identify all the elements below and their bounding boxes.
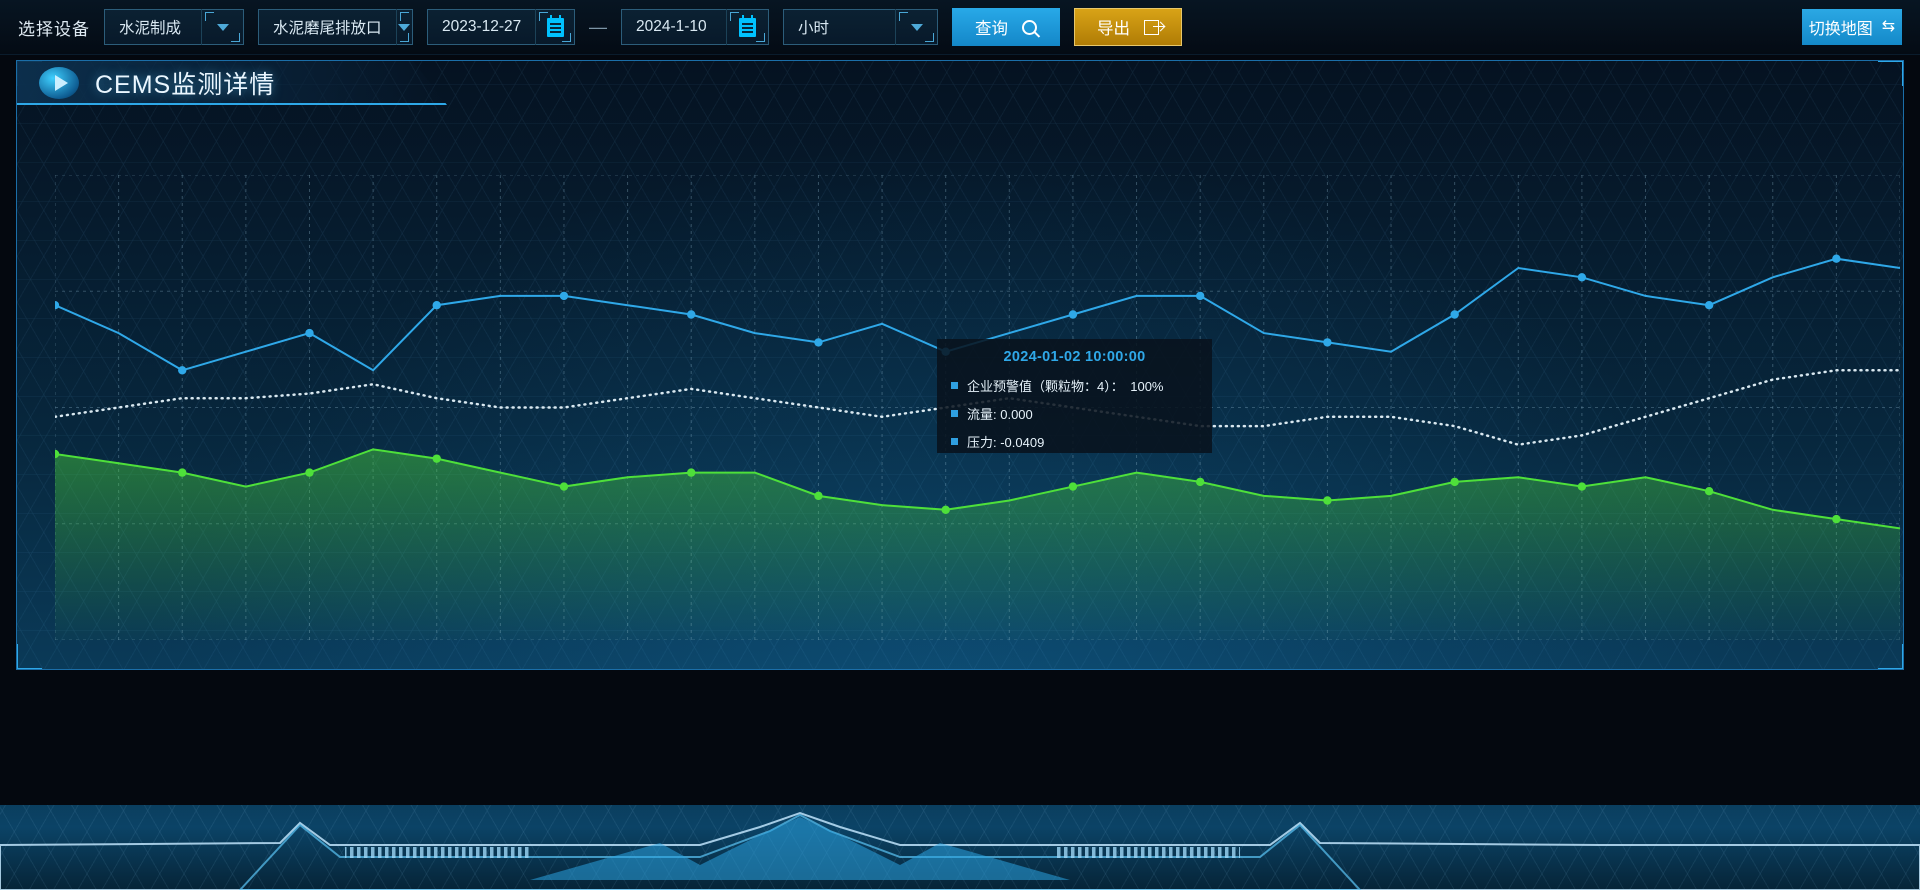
tooltip-row-text: 压力: -0.0409 — [967, 435, 1045, 450]
tooltip-marker-icon — [951, 410, 958, 417]
export-button[interactable]: 导出 — [1074, 8, 1182, 46]
play-icon — [39, 67, 79, 99]
query-button[interactable]: 查询 — [952, 8, 1060, 46]
chevron-down-icon[interactable] — [395, 9, 412, 45]
cems-detail-panel: CEMS监测详情 12-27 1712-28 0312-28 1312-28 2… — [16, 60, 1904, 670]
tooltip-marker-icon — [951, 382, 958, 389]
outlet-select[interactable]: 水泥磨尾排放口 — [258, 9, 413, 45]
device-select[interactable]: 水泥制成 — [104, 9, 244, 45]
bottom-hud-decoration — [0, 785, 1920, 890]
tooltip-row: 流量: 0.000 — [951, 404, 1198, 423]
panel-corner-decoration — [1878, 61, 1903, 86]
switch-map-label: 切换地图 — [1808, 21, 1873, 38]
panel-header: CEMS监测详情 — [17, 61, 477, 105]
export-icon — [1144, 19, 1164, 35]
tooltip-row-text: 企业预警值（颗粒物：4）： 100% — [967, 379, 1164, 394]
end-date-value: 2024-1-10 — [636, 18, 707, 35]
device-select-value: 水泥制成 — [119, 20, 182, 37]
tooltip-row: 压力: -0.0409 — [951, 432, 1198, 451]
chevron-down-icon[interactable] — [895, 9, 937, 45]
search-icon — [1022, 19, 1037, 35]
switch-map-button[interactable]: 切换地图 ⇆ — [1802, 9, 1902, 45]
tooltip-marker-icon — [951, 438, 958, 445]
start-date-input[interactable]: 2023-12-27 — [427, 9, 575, 45]
end-date-input[interactable]: 2024-1-10 — [621, 9, 769, 45]
tooltip-row-text: 流量: 0.000 — [967, 407, 1033, 422]
granularity-select[interactable]: 小时 — [783, 9, 938, 45]
select-device-label: 选择设备 — [18, 19, 90, 39]
tooltip-row: 企业预警值（颗粒物：4）： 100% — [951, 376, 1198, 395]
panel-corner-decoration — [1878, 644, 1903, 669]
start-date-value: 2023-12-27 — [442, 18, 522, 35]
chart-container: 12-27 1712-28 0312-28 1312-28 2312-29 09… — [17, 113, 1903, 669]
export-button-label: 导出 — [1097, 20, 1130, 38]
outlet-select-value: 水泥磨尾排放口 — [273, 20, 382, 37]
swap-icon: ⇆ — [1881, 18, 1896, 35]
date-range-separator: — — [589, 16, 607, 37]
page-title: CEMS监测详情 — [95, 71, 276, 99]
chart-tooltip: 2024-01-02 10:00:00 企业预警值（颗粒物：4）： 100% 流… — [937, 339, 1212, 453]
granularity-select-value: 小时 — [798, 20, 830, 37]
query-button-label: 查询 — [975, 20, 1008, 38]
calendar-icon[interactable] — [726, 9, 768, 45]
tooltip-title: 2024-01-02 10:00:00 — [1003, 349, 1146, 365]
header-ribbon-decoration — [17, 61, 447, 105]
chevron-down-icon[interactable] — [201, 9, 243, 45]
calendar-icon[interactable] — [535, 9, 574, 45]
panel-corner-decoration — [17, 644, 42, 669]
top-toolbar: 选择设备 水泥制成 水泥磨尾排放口 2023-12-27 — 2024-1-10… — [0, 0, 1920, 55]
